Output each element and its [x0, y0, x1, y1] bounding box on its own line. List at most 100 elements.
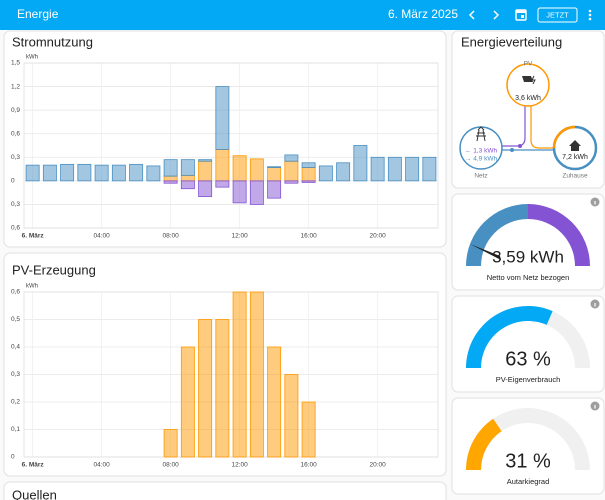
gauge-value	[466, 418, 502, 470]
bar	[267, 167, 282, 182]
x-tick-label: 16:00	[300, 462, 317, 469]
x-tick-label: 08:00	[162, 233, 179, 240]
bar	[215, 180, 230, 188]
info-icon-mark	[594, 201, 596, 205]
bar	[198, 180, 213, 197]
node-value: 7,2 kWh	[562, 154, 588, 161]
bar	[180, 180, 195, 190]
solar-node[interactable]	[506, 63, 550, 107]
bar	[387, 156, 402, 182]
bar	[336, 162, 351, 182]
x-tick-label: 08:00	[162, 462, 179, 469]
bar	[42, 164, 57, 182]
bar	[301, 401, 316, 458]
bar	[215, 86, 230, 150]
card-title: Quellen	[12, 487, 57, 500]
info-icon-mark	[594, 303, 596, 307]
x-tick-label: 04:00	[93, 233, 110, 240]
menu-dot	[588, 9, 592, 13]
y-axis-label: kWh	[26, 55, 38, 61]
node-label: PV	[524, 61, 533, 68]
header-date[interactable]: 6. März 2025	[388, 7, 458, 21]
y-tick-label: 1,5	[11, 60, 20, 67]
gauge-value-label: 63 %	[505, 348, 551, 370]
gauges: 3,59 kWh Netto vom Netz bezogen 63 % PV-Eig…	[451, 193, 605, 495]
calendar-icon-top	[516, 10, 526, 13]
bar	[163, 180, 178, 184]
bar	[405, 156, 420, 182]
gauge-track	[466, 408, 590, 470]
today-button[interactable]	[537, 7, 578, 23]
y-tick-label: 0,9	[11, 107, 20, 114]
bar	[163, 159, 178, 177]
y-tick-label: 1,2	[11, 83, 20, 90]
y-tick-label: 0,3	[11, 201, 20, 208]
gauge-value	[466, 305, 553, 368]
card-title: Energieverteilung	[461, 34, 562, 49]
bar	[284, 374, 299, 458]
y-tick-label: 0,3	[11, 371, 20, 378]
node-value: 3,6 kWh	[515, 95, 541, 102]
info-icon-mark	[594, 405, 596, 409]
bar	[284, 154, 299, 162]
bar	[77, 163, 92, 182]
x-tick-label: 12:00	[231, 233, 248, 240]
gauge-return	[528, 204, 590, 266]
bar	[301, 167, 316, 182]
bar	[163, 175, 178, 182]
bar	[232, 291, 247, 458]
y-tick-label: 0	[11, 178, 15, 185]
x-tick-label: 16:00	[300, 233, 317, 240]
plot-border	[23, 291, 439, 458]
home-node-ring	[552, 125, 576, 149]
y-axis-label: kWh	[26, 284, 38, 290]
y-tick-label: 0,5	[11, 316, 20, 323]
gauge-label: Netto vom Netz bezogen	[487, 273, 570, 282]
bar	[267, 180, 282, 199]
gauge-value-label: 31 %	[505, 450, 551, 472]
bar	[163, 429, 178, 458]
gauge-label: PV-Eigenverbrauch	[496, 375, 561, 384]
card-title: Stromnutzung	[12, 34, 93, 49]
x-tick-label: 20:00	[369, 462, 386, 469]
bar	[180, 174, 195, 182]
bar	[25, 164, 40, 182]
charts: Stromnutzung kWh 1,5 1,2 0,9 0,6 0,3 0 0,3 0,6 6. …	[11, 34, 439, 469]
bar	[180, 159, 195, 176]
solar-icon	[522, 76, 533, 82]
bar	[111, 164, 126, 182]
y-tick-label: 0,6	[11, 130, 20, 137]
bar	[249, 291, 264, 458]
previous-button[interactable]	[468, 10, 475, 20]
calendar-button[interactable]	[515, 9, 527, 21]
y-tick-label: 0,6	[11, 289, 20, 296]
home-icon	[569, 140, 581, 151]
bar	[129, 163, 144, 182]
bar	[198, 160, 213, 182]
grid-return: ← 1,3 kWh	[465, 148, 498, 155]
bar	[422, 156, 437, 182]
menu-button[interactable]	[588, 9, 592, 21]
flow-line	[502, 106, 526, 147]
bar	[301, 162, 316, 168]
y-tick-label: 0,2	[11, 399, 20, 406]
next-button[interactable]	[493, 10, 500, 20]
solar-icon-bolt	[531, 75, 536, 85]
y-tick-label: 0	[11, 454, 15, 461]
x-tick-label: 6. März	[22, 233, 45, 240]
bar	[318, 165, 333, 182]
grid-consumption: → 4,9 kWh	[465, 156, 498, 163]
bar	[232, 180, 247, 204]
app-header	[0, 0, 605, 30]
x-tick-label: 12:00	[231, 462, 248, 469]
gauge-label: Autarkiegrad	[507, 477, 550, 486]
node-label: Netz	[474, 173, 487, 180]
flow-line	[530, 106, 554, 149]
card-title: PV-Erzeugung	[12, 262, 96, 277]
bar	[249, 158, 264, 182]
gauge-value-label: 3,59 kWh	[492, 247, 564, 266]
gauge-needle	[470, 244, 501, 260]
gauge-consumption	[466, 204, 528, 266]
bar	[198, 159, 213, 162]
